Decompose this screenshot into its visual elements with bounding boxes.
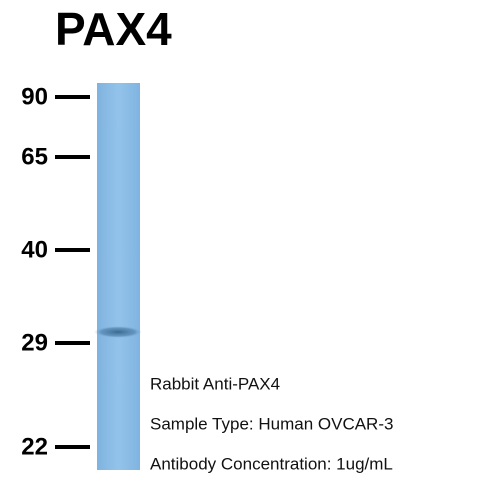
marker-label: 22 xyxy=(21,433,48,460)
marker-ladder: 90 65 40 29 22 xyxy=(21,83,90,460)
page: PAX4 90 65 40 29 22 Rabbit Anti-PAX4 Sample T… xyxy=(0,0,493,483)
marker-label: 40 xyxy=(21,236,48,263)
caption-block: Rabbit Anti-PAX4 Sample Type: Human OVCAR… xyxy=(150,374,393,473)
caption-line: Antibody Concentration: 1ug/mL xyxy=(150,454,393,473)
title: PAX4 xyxy=(55,3,172,55)
western-blot-figure: PAX4 90 65 40 29 22 Rabbit Anti-PAX4 Sample T… xyxy=(0,0,493,483)
marker-label: 29 xyxy=(21,329,48,356)
caption-line: Sample Type: Human OVCAR-3 xyxy=(150,414,393,433)
blot-lane xyxy=(97,83,140,470)
caption-line: Rabbit Anti-PAX4 xyxy=(150,374,280,393)
marker-label: 65 xyxy=(21,143,48,170)
protein-band xyxy=(94,326,142,338)
marker-label: 90 xyxy=(21,83,48,110)
